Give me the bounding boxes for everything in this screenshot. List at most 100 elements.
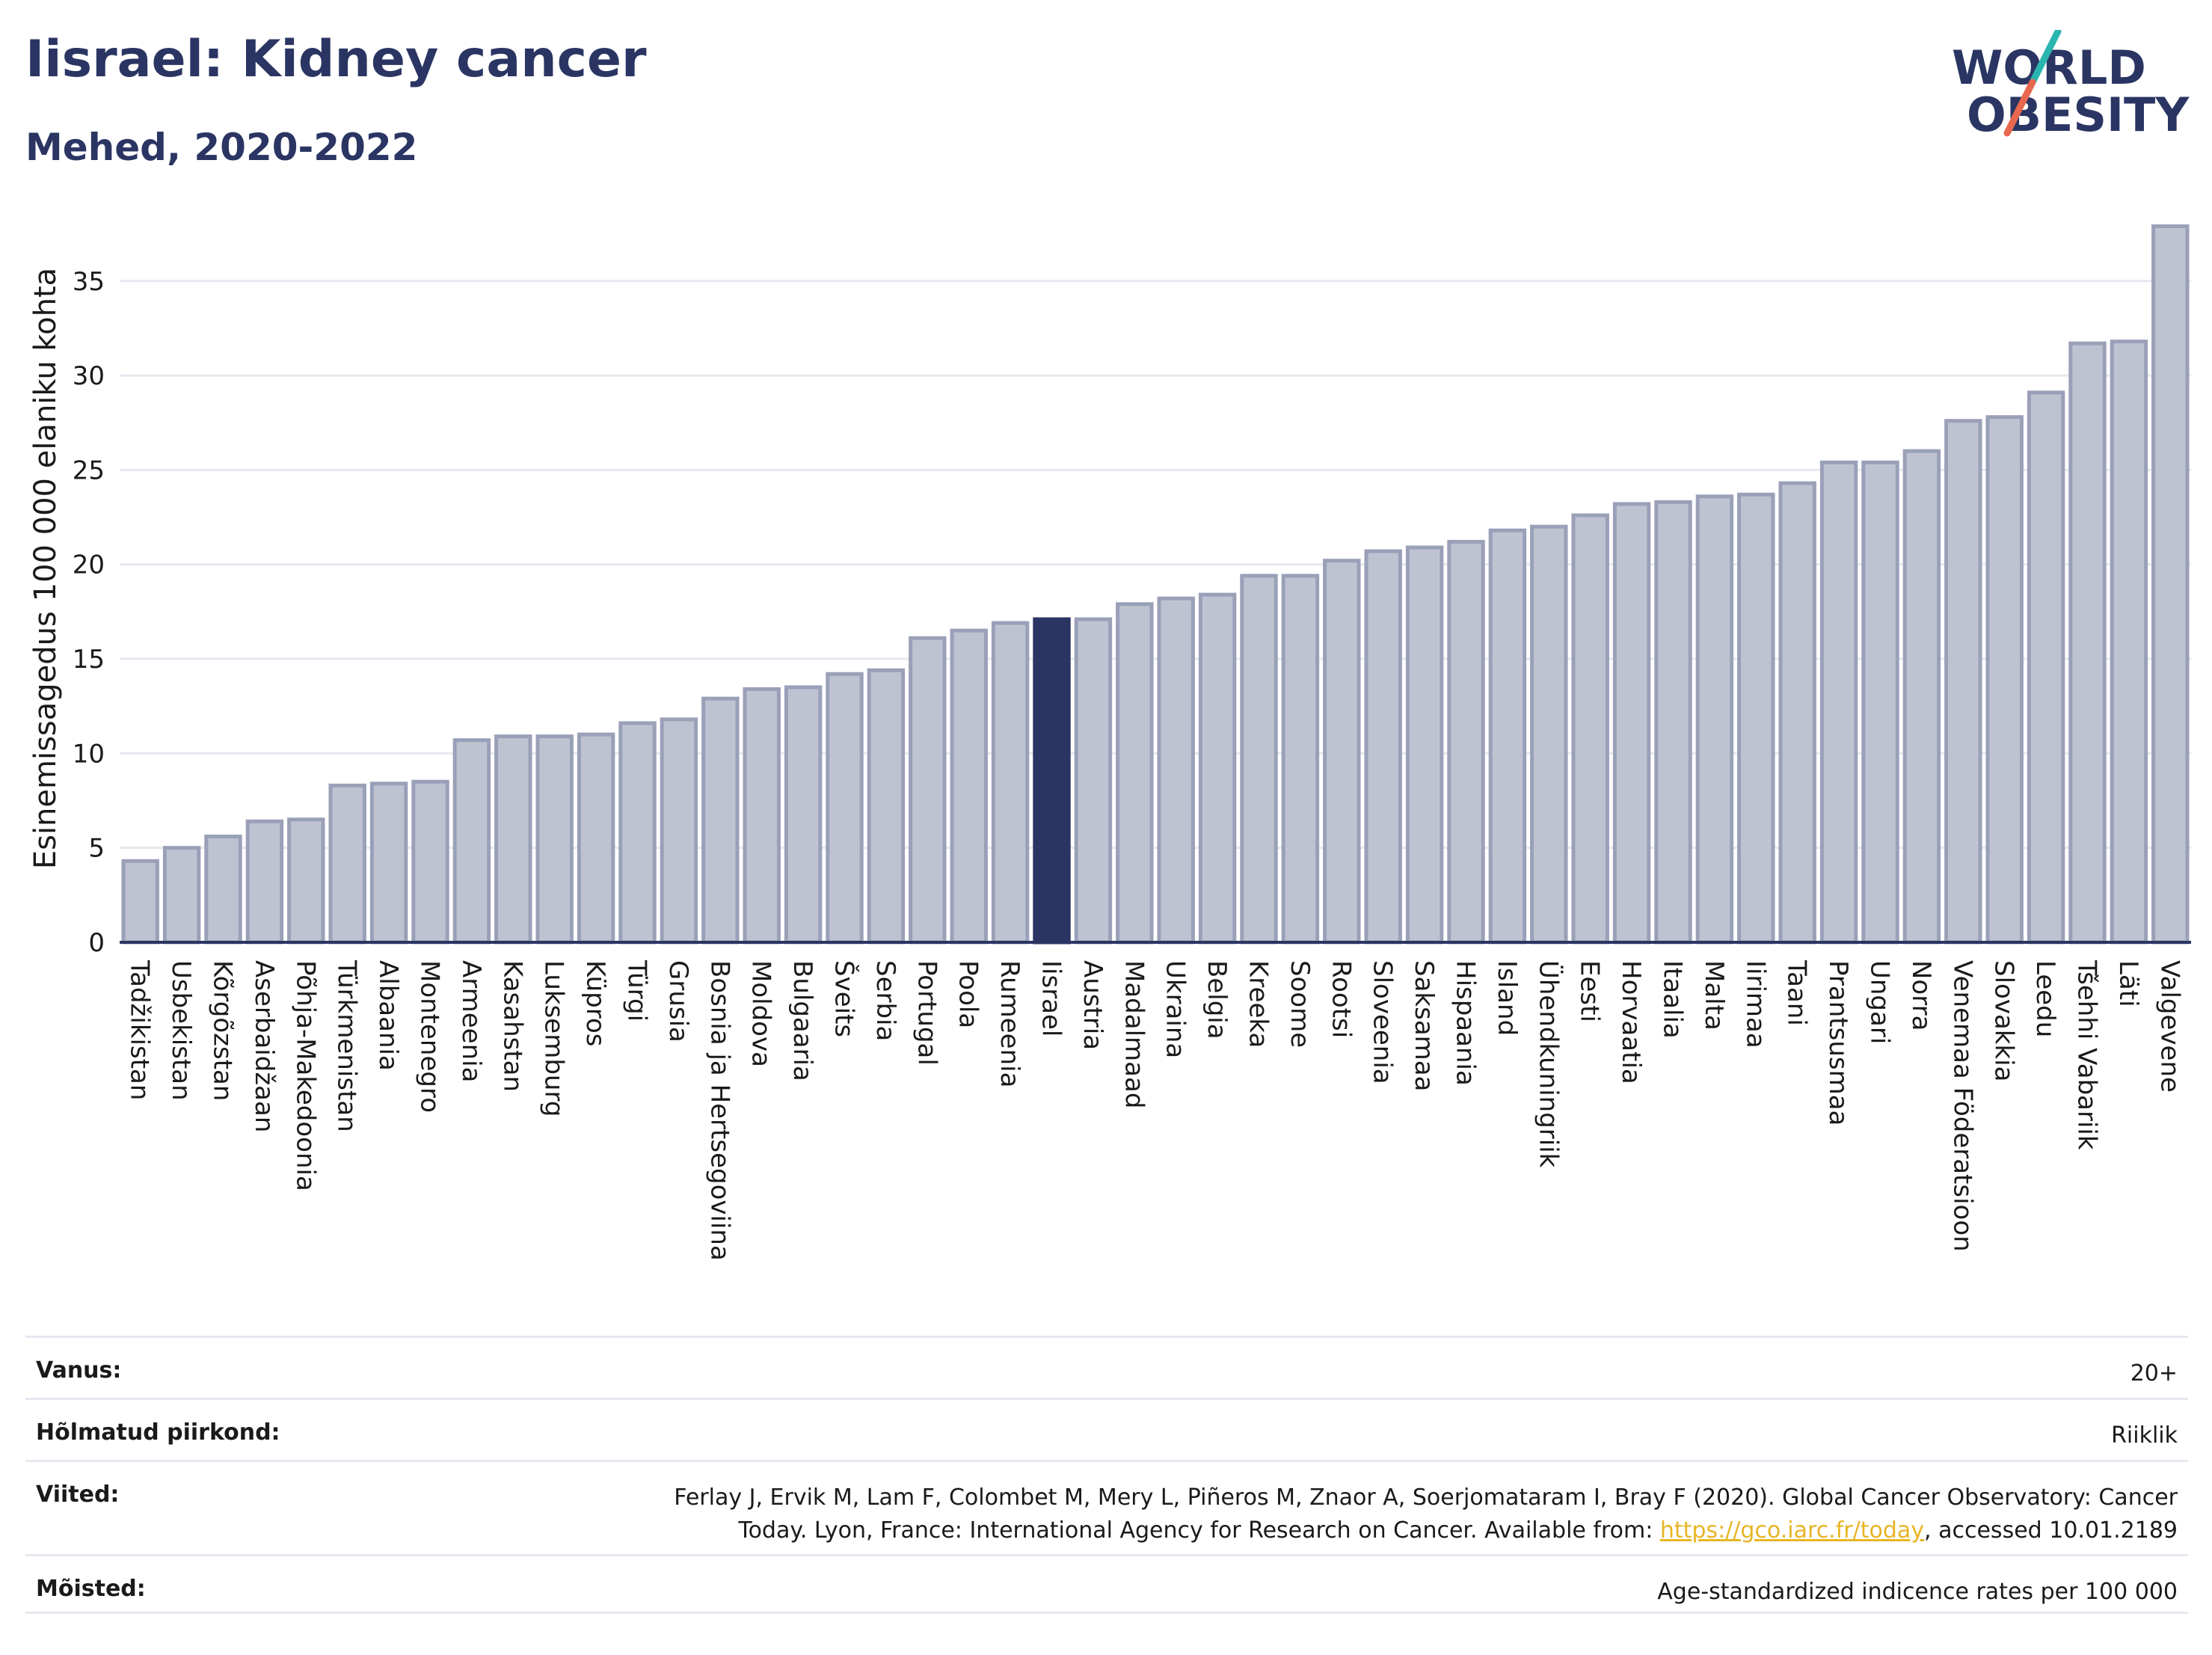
x-tick-label: Läti	[2113, 960, 2143, 1007]
x-tick-label: Albaania	[373, 960, 403, 1071]
meta-value-references: Ferlay J, Ervik M, Lam F, Colombet M, Me…	[674, 1481, 2178, 1547]
bar	[1654, 500, 1692, 945]
bar	[2110, 340, 2148, 945]
x-tick-label: Kasahstan	[497, 960, 527, 1092]
x-tick-label: Kõrgõzstan	[208, 960, 238, 1101]
reference-line-2: Today. Lyon, France: International Agenc…	[674, 1514, 2178, 1547]
meta-row-age: Vanus: 20+	[25, 1336, 2188, 1398]
bar	[162, 846, 201, 945]
bar	[287, 817, 325, 945]
y-axis-label: Esinemissagedus 100 000 elaniku kohta	[28, 268, 63, 869]
bar	[2151, 224, 2190, 945]
logo-slash-bottom	[2003, 79, 2036, 137]
x-tick-label: Prantsusmaa	[1823, 960, 1853, 1126]
metadata-table: Vanus: 20+ Hõlmatud piirkond: Riiklik Vi…	[25, 1336, 2188, 1614]
bar	[1281, 574, 1320, 945]
x-tick-label: Tadžikistan	[125, 959, 155, 1100]
bar	[1985, 415, 2024, 945]
x-tick-label: Norra	[1906, 960, 1936, 1031]
bar	[535, 734, 574, 945]
bar	[1157, 596, 1195, 945]
x-tick-label: Valgevene	[2154, 960, 2184, 1093]
x-tick-label: Venemaa Föderatsioon	[1947, 960, 1977, 1252]
x-tick-label: Grusia	[663, 960, 693, 1043]
bar	[369, 782, 408, 945]
x-tick-label: Tšehhi Vabariik	[2072, 959, 2102, 1150]
x-tick-label: Hispaania	[1451, 960, 1481, 1086]
x-tick-label: Island	[1492, 960, 1522, 1036]
bar	[1447, 539, 1485, 945]
x-tick-label: Iirimaa	[1740, 960, 1770, 1048]
bar	[743, 687, 781, 945]
bar	[121, 859, 159, 945]
bar	[411, 779, 449, 945]
bar	[1530, 524, 1568, 945]
bar	[1571, 513, 1609, 945]
y-tick-label: 5	[88, 834, 105, 864]
bar-chart: 0 5 10 15 20 25 30 35 Tadžikistan Usbekistan Kõrg…	[28, 224, 2191, 1261]
reference-line-1: Ferlay J, Ervik M, Lam F, Colombet M, Me…	[674, 1484, 2178, 1511]
y-tick-label: 30	[73, 361, 105, 391]
bar	[950, 628, 988, 945]
bar	[1488, 528, 1527, 945]
bar	[328, 783, 366, 945]
x-tick-label: Kreeka	[1244, 960, 1274, 1048]
x-tick-label: Iisrael	[1036, 960, 1066, 1037]
y-tick-label: 20	[73, 550, 105, 580]
meta-value-region: Riiklik	[2111, 1422, 2178, 1449]
y-tick-label: 25	[73, 455, 105, 485]
bar	[1902, 449, 1941, 945]
x-tick-label: Leedu	[2030, 960, 2060, 1037]
bar	[660, 717, 698, 945]
x-tick-label: Saksamaa	[1409, 960, 1439, 1091]
bar	[991, 621, 1030, 945]
x-tick-label: Malta	[1699, 960, 1729, 1031]
bar	[701, 696, 740, 945]
x-tick-label: Armeenia	[456, 960, 486, 1082]
x-tick-label: Ukraina	[1161, 960, 1191, 1058]
x-tick-label: Küpros	[580, 960, 610, 1046]
bar	[2068, 341, 2107, 945]
bar	[204, 835, 242, 945]
x-tick-label: Rootsi	[1326, 960, 1356, 1038]
bar	[618, 721, 657, 945]
y-tick-label: 10	[73, 739, 105, 769]
meta-value-age: 20+	[2130, 1360, 2178, 1387]
x-tick-label: Bulgaaria	[787, 960, 817, 1081]
bar	[1364, 549, 1402, 945]
bar	[494, 734, 532, 945]
bar	[909, 636, 947, 945]
x-tick-label: Taani	[1782, 959, 1812, 1026]
x-tick-label: Luksemburg	[539, 960, 569, 1117]
chart-title: Iisrael: Kidney cancer	[25, 30, 647, 89]
x-tick-label: Põhja-Makedoonia	[290, 960, 320, 1191]
meta-key-age: Vanus:	[36, 1357, 122, 1384]
meta-key-region: Hõlmatud piirkond:	[36, 1419, 280, 1446]
y-tick-label: 0	[88, 928, 105, 958]
reference-link[interactable]: https://gco.iarc.fr/today	[1659, 1517, 1925, 1544]
logo-slash-top	[2029, 30, 2062, 86]
meta-row-definitions: Mõisted: Age-standardized indicence rate…	[25, 1554, 2188, 1614]
meta-row-region: Hõlmatud piirkond: Riiklik	[25, 1398, 2188, 1460]
x-tick-label: Ungari	[1865, 960, 1895, 1044]
meta-value-definitions: Age-standardized indicence rates per 100…	[1657, 1579, 2178, 1605]
x-tick-label: Bosnia ja Hertsegoviina	[704, 960, 734, 1261]
x-tick-label: Portugal	[912, 960, 941, 1066]
bar	[577, 732, 615, 945]
bar	[1323, 559, 1361, 945]
meta-row-references: Viited: Ferlay J, Ervik M, Lam F, Colomb…	[25, 1460, 2188, 1554]
y-tick-label: 35	[73, 267, 105, 297]
chart-subtitle: Mehed, 2020-2022	[25, 126, 418, 169]
bar	[1819, 460, 1858, 945]
bar	[1116, 602, 1154, 945]
bar	[2027, 390, 2065, 945]
bar	[1861, 460, 1899, 945]
x-tick-label: Montenegro	[415, 960, 445, 1113]
meta-key-definitions: Mõisted:	[36, 1576, 146, 1602]
world-obesity-logo: WORLD OBESITY	[1952, 30, 2190, 142]
bar	[1695, 494, 1734, 945]
x-tick-label: Türkmenistan	[332, 959, 362, 1132]
x-tick-label: Poola	[953, 960, 983, 1028]
logo-text-obesity: OBESITY	[1967, 87, 2190, 142]
bar	[1074, 617, 1113, 945]
